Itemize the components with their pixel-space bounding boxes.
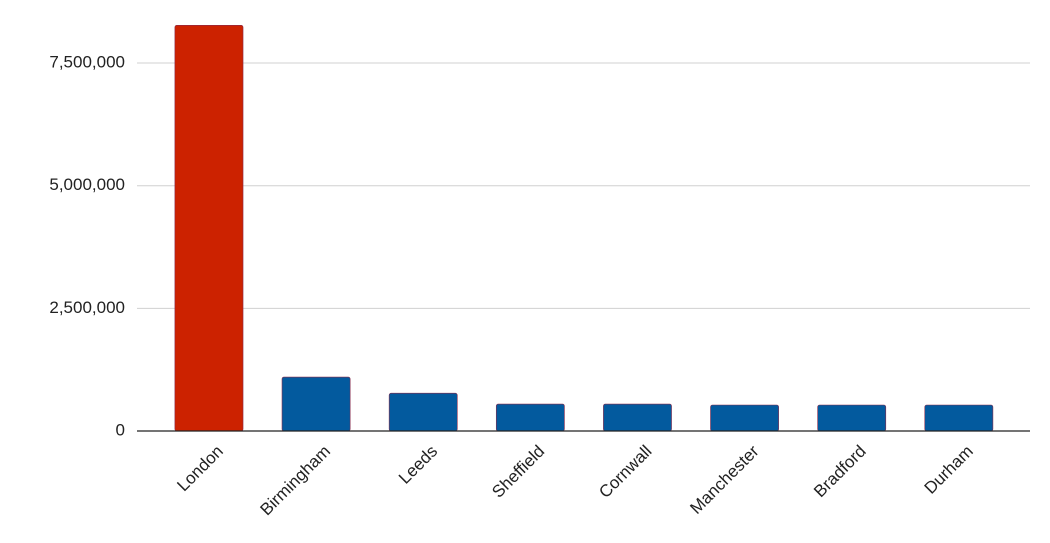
bar	[710, 404, 779, 432]
x-tick-label: Cornwall	[595, 442, 655, 502]
x-tick-label: Sheffield	[488, 442, 548, 502]
bar	[924, 404, 994, 432]
x-tick-label: Bradford	[810, 442, 870, 502]
x-tick-label: Manchester	[686, 441, 762, 517]
x-tick-label: Leeds	[395, 442, 441, 488]
bar	[174, 24, 244, 432]
x-tick-label: Durham	[921, 442, 977, 498]
y-tick-label: 7,500,000	[49, 53, 125, 72]
bar	[281, 376, 351, 432]
bar	[817, 404, 887, 432]
bar	[603, 403, 672, 432]
x-tick-label: London	[173, 442, 227, 496]
bar	[388, 392, 458, 432]
bar	[495, 403, 565, 432]
y-tick-label: 5,000,000	[49, 175, 125, 194]
y-tick-label: 0	[116, 420, 125, 439]
y-tick-label: 2,500,000	[49, 298, 125, 317]
x-tick-label: Birmingham	[257, 442, 335, 520]
